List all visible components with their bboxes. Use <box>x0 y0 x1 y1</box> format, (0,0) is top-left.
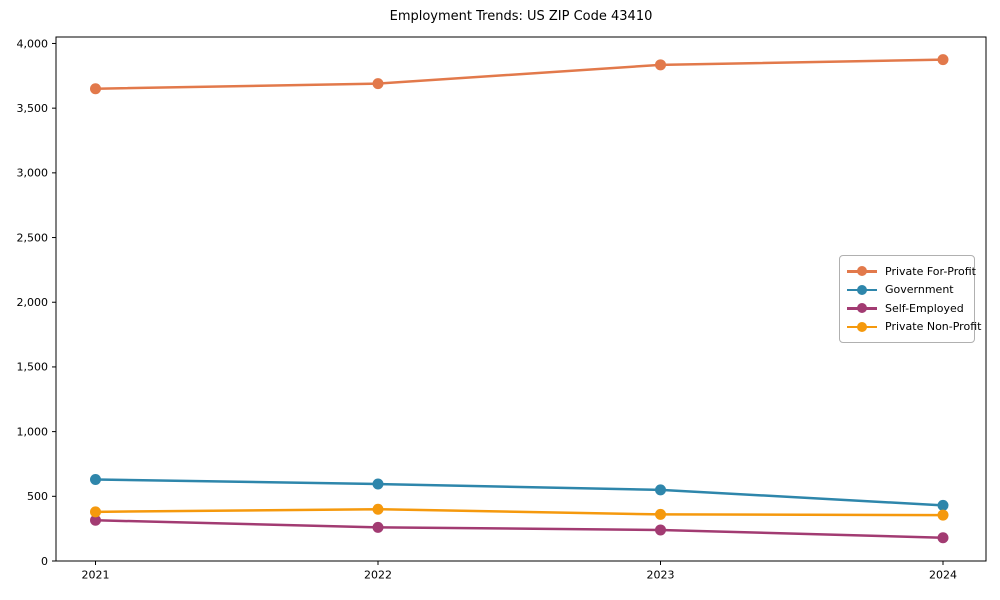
line-marker-icon <box>847 265 877 277</box>
data-point-private-for-profit-2021 <box>90 83 101 95</box>
y-tick-label: 0 <box>41 555 48 568</box>
data-point-private-for-profit-2023 <box>655 59 666 71</box>
data-point-private-non-profit-2023 <box>655 508 666 520</box>
legend-label: Government <box>885 283 954 297</box>
series-line-private-for-profit <box>95 58 944 91</box>
x-tick-label: 2022 <box>364 569 392 582</box>
data-point-self-employed-2024 <box>937 532 949 544</box>
y-tick-label: 4,000 <box>17 37 49 50</box>
data-point-private-non-profit-2022 <box>372 503 384 515</box>
legend-item: Private Non-Profit <box>847 318 981 337</box>
y-tick-label: 3,500 <box>17 102 49 115</box>
x-tick-label: 2021 <box>82 569 110 582</box>
data-point-private-for-profit-2022 <box>372 78 384 90</box>
data-point-self-employed-2022 <box>372 521 384 533</box>
data-point-private-non-profit-2024 <box>937 509 949 521</box>
y-tick-label: 500 <box>27 490 48 503</box>
data-point-self-employed-2023 <box>655 524 666 536</box>
line-marker-icon <box>847 302 877 314</box>
legend-label: Self-Employed <box>885 301 964 315</box>
data-point-private-non-profit-2021 <box>90 506 101 518</box>
legend-label: Private For-Profit <box>885 264 976 278</box>
series-line-self-employed <box>95 518 944 539</box>
data-point-government-2021 <box>90 473 101 485</box>
legend-item: Self-Employed <box>847 299 966 318</box>
series-line-government <box>95 478 944 507</box>
y-tick-label: 1,500 <box>17 361 49 374</box>
data-point-government-2024 <box>937 499 949 511</box>
y-tick-label: 1,000 <box>17 425 49 438</box>
data-point-government-2023 <box>655 484 666 496</box>
plot-border <box>55 36 987 562</box>
line-marker-icon <box>847 284 877 296</box>
line-marker-icon <box>847 321 877 333</box>
legend: Private For-Profit Government Self-Emplo… <box>839 255 981 343</box>
data-point-private-for-profit-2024 <box>937 54 949 66</box>
data-point-government-2022 <box>372 478 384 490</box>
y-tick-label: 2,500 <box>17 231 49 244</box>
x-tick-label: 2024 <box>929 569 957 582</box>
x-tick-label: 2023 <box>647 569 675 582</box>
y-tick-label: 3,000 <box>17 167 49 180</box>
legend-label: Private Non-Profit <box>885 320 982 334</box>
legend-item: Government <box>847 281 966 300</box>
data-point-self-employed-2021 <box>90 514 101 526</box>
legend-item: Private For-Profit <box>847 262 976 281</box>
y-tick-label: 2,000 <box>17 296 49 309</box>
series-line-private-non-profit <box>95 507 944 517</box>
chart-title: Employment Trends: US ZIP Code 43410 <box>389 9 653 24</box>
